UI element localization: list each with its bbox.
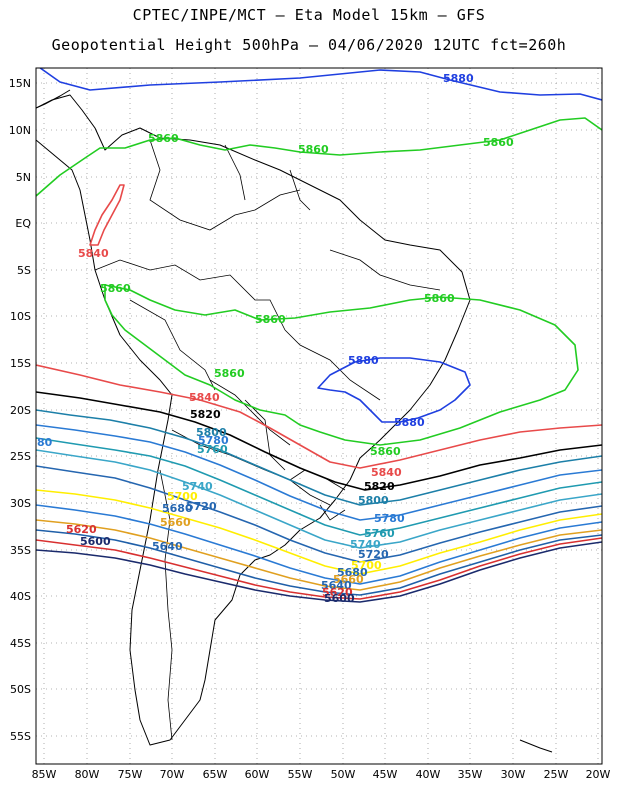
contour-label: 5880 xyxy=(348,354,379,367)
contour-label: 5720 xyxy=(358,548,389,561)
lat-label: 5S xyxy=(17,264,31,277)
lat-label: 25S xyxy=(10,450,31,463)
longitude-labels: 85W 80W 75W 70W 65W 60W 55W 50W 45W 40W … xyxy=(32,768,611,781)
contour-label: 5600 xyxy=(80,535,111,548)
contour-label: 5760 xyxy=(364,527,395,540)
contour-label: 5860 xyxy=(148,132,179,145)
contour-labels: 5880 5860 5860 5860 5840 5860 5860 5860 … xyxy=(37,72,514,605)
lat-label: 5N xyxy=(16,171,31,184)
contour-label: 5740 xyxy=(182,480,213,493)
contour-5840 xyxy=(36,364,602,469)
country-borders xyxy=(94,139,441,741)
lon-label: 55W xyxy=(288,768,313,781)
lat-label: 30S xyxy=(10,497,31,510)
contour-label: 5860 xyxy=(483,136,514,149)
contour-5760 xyxy=(36,437,602,536)
lon-label: 40W xyxy=(416,768,441,781)
graticule xyxy=(36,68,602,764)
contour-label: 5860 xyxy=(298,143,329,156)
lat-label: 45S xyxy=(10,637,31,650)
contour-label: 5820 xyxy=(190,408,221,421)
lat-label: 40S xyxy=(10,590,31,603)
lon-label: 50W xyxy=(331,768,356,781)
contour-label: 5820 xyxy=(364,480,395,493)
lat-label: 35S xyxy=(10,544,31,557)
contour-label: 5620 xyxy=(322,586,353,599)
contour-label: 5840 xyxy=(189,391,220,404)
lon-label: 45W xyxy=(373,768,398,781)
contour-5600 xyxy=(36,541,602,603)
contour-label: 80 xyxy=(37,436,53,449)
contour-5800 xyxy=(36,409,602,506)
contour-5880-north xyxy=(38,68,602,101)
contour-label: 5860 xyxy=(214,367,245,380)
contour-label: 5600 xyxy=(324,592,355,605)
contour-lines xyxy=(36,68,602,603)
lon-label: 75W xyxy=(118,768,143,781)
contour-label: 5860 xyxy=(100,282,131,295)
lon-label: 85W xyxy=(32,768,57,781)
lat-label: 20S xyxy=(10,404,31,417)
contour-label: 5680 xyxy=(337,566,368,579)
coastline xyxy=(36,89,553,753)
contour-5780 xyxy=(36,424,602,521)
contour-label: 5700 xyxy=(167,490,198,503)
map-frame xyxy=(35,67,603,765)
lat-label: 10S xyxy=(10,310,31,323)
lon-label: 70W xyxy=(160,768,185,781)
lat-label: EQ xyxy=(15,217,31,230)
contour-label: 5720 xyxy=(186,500,217,513)
lat-label: 55S xyxy=(10,730,31,743)
contour-label: 5840 xyxy=(371,466,402,479)
contour-label: 5880 xyxy=(443,72,474,85)
contour-label: 5660 xyxy=(160,516,191,529)
lon-label: 60W xyxy=(245,768,270,781)
contour-label: 5780 xyxy=(198,434,229,447)
contour-label: 5800 xyxy=(358,494,389,507)
lon-label: 35W xyxy=(458,768,483,781)
contour-5820 xyxy=(36,391,602,491)
contour-label: 5620 xyxy=(66,523,97,536)
contour-5860-north xyxy=(36,117,602,197)
contour-5860-south xyxy=(104,284,579,446)
lat-label: 15N xyxy=(9,77,31,90)
contour-label: 5760 xyxy=(197,443,228,456)
lon-label: 20W xyxy=(586,768,611,781)
lon-label: 30W xyxy=(501,768,526,781)
contour-label: 5640 xyxy=(152,540,183,553)
lon-label: 25W xyxy=(544,768,569,781)
contour-5680 xyxy=(36,504,602,585)
contour-5720 xyxy=(36,465,602,563)
contour-5700 xyxy=(36,489,602,575)
contour-label: 5680 xyxy=(162,502,193,515)
map-subtitle: Geopotential Height 500hPa – 04/06/2020 … xyxy=(51,36,567,54)
lat-label: 50S xyxy=(10,683,31,696)
contour-5660 xyxy=(36,519,602,591)
contour-label: 5740 xyxy=(350,538,381,551)
lon-label: 80W xyxy=(75,768,100,781)
contour-label: 5660 xyxy=(333,573,364,586)
lat-label: 10N xyxy=(9,124,31,137)
lat-label: 15S xyxy=(10,357,31,370)
contour-5740 xyxy=(36,449,602,549)
contour-5620 xyxy=(36,537,602,600)
contour-label: 5860 xyxy=(255,313,286,326)
lon-label: 65W xyxy=(203,768,228,781)
contour-label: 5860 xyxy=(370,445,401,458)
contour-label: 5640 xyxy=(321,579,352,592)
contour-5840-equator xyxy=(89,184,125,246)
map-title: CPTEC/INPE/MCT – Eta Model 15km – GFS xyxy=(132,6,486,24)
latitude-labels: 15N 10N 5N EQ 5S 10S 15S 20S 25S 30S 35S… xyxy=(9,77,32,743)
contour-label: 5780 xyxy=(374,512,405,525)
contour-label: 5700 xyxy=(351,559,382,572)
contour-label: 5880 xyxy=(394,416,425,429)
contour-5640 xyxy=(36,529,602,596)
contour-5880-cell xyxy=(317,357,471,423)
contour-label: 5800 xyxy=(196,426,227,439)
contour-label: 5860 xyxy=(424,292,455,305)
contour-label: 5840 xyxy=(78,247,109,260)
